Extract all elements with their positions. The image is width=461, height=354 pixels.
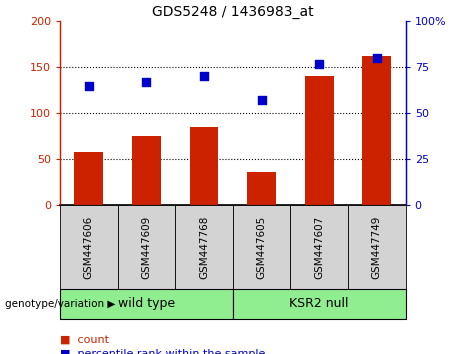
Bar [247,172,276,205]
Text: GSM447609: GSM447609 [142,215,151,279]
Text: GSM447749: GSM447749 [372,215,382,279]
Text: GSM447607: GSM447607 [314,215,324,279]
Bar [362,56,391,205]
Text: GSM447768: GSM447768 [199,215,209,279]
Point [315,61,323,67]
Text: GSM447606: GSM447606 [84,215,94,279]
Text: genotype/variation ▶: genotype/variation ▶ [5,298,115,309]
Point [373,55,381,61]
Bar [189,127,219,205]
Point [85,83,92,88]
Point [200,74,207,79]
Bar [305,76,334,205]
Point [258,98,266,103]
Title: GDS5248 / 1436983_at: GDS5248 / 1436983_at [152,5,313,19]
Bar [132,136,161,205]
Text: KSR2 null: KSR2 null [290,297,349,310]
Text: wild type: wild type [118,297,175,310]
Text: GSM447605: GSM447605 [257,215,266,279]
Bar [74,152,103,205]
Text: ■  percentile rank within the sample: ■ percentile rank within the sample [60,349,265,354]
Text: ■  count: ■ count [60,335,109,344]
Point [142,79,150,85]
